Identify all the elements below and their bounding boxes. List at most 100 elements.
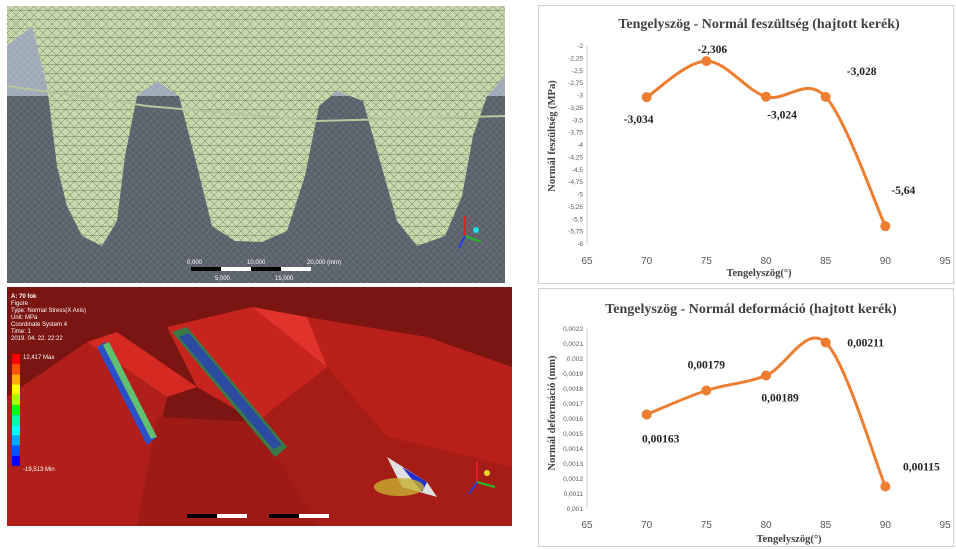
y-tick-label: -5,75 bbox=[568, 229, 583, 236]
y-tick-label: -2,25 bbox=[568, 55, 583, 62]
info-line-2: Type: Normal Stress(X Axis) bbox=[11, 308, 86, 314]
data-point bbox=[641, 92, 652, 103]
series-line bbox=[645, 59, 887, 227]
legend-color-band bbox=[12, 425, 20, 436]
y-tick-label: -5,25 bbox=[568, 204, 583, 211]
x-tick-label: 95 bbox=[939, 520, 951, 531]
scale-label-2: 20,000 (mm) bbox=[307, 260, 341, 266]
info-line-5: Time: 1 bbox=[11, 329, 31, 335]
legend-color-band bbox=[12, 455, 20, 466]
axis-triad-icon bbox=[468, 462, 496, 495]
y-axis-title: Normál feszültség (MPa) bbox=[547, 80, 558, 192]
deformation-chart: Tengelyszög - Normál deformáció (hajtott… bbox=[547, 302, 951, 545]
x-tick-label: 95 bbox=[939, 256, 951, 267]
legend-color-band bbox=[12, 374, 20, 385]
scale-label-1: 10,000 bbox=[247, 260, 266, 266]
legend-color-band bbox=[12, 384, 20, 395]
scale-bar bbox=[187, 514, 329, 518]
y-tick-label: 0,0012 bbox=[563, 476, 583, 483]
y-tick-label: -2 bbox=[577, 43, 583, 50]
x-tick-label: 65 bbox=[581, 520, 593, 531]
y-tick-label: 0,0013 bbox=[563, 461, 583, 468]
x-axis-title: Tengelyszög(°) bbox=[756, 534, 822, 545]
info-line-0: A: 70 fok bbox=[11, 294, 37, 300]
data-label: -3,024 bbox=[767, 110, 797, 122]
x-tick-label: 90 bbox=[880, 256, 892, 267]
data-point bbox=[701, 56, 712, 67]
stress-color-legend bbox=[12, 354, 20, 466]
stress-contour-graphic: A: 70 fok Figure Type: Normal Stress(X A… bbox=[7, 287, 512, 526]
data-label: -5,64 bbox=[891, 185, 915, 197]
y-tick-label: 0,0017 bbox=[563, 401, 583, 408]
x-tick-label: 70 bbox=[641, 256, 653, 267]
y-tick-label: -4,75 bbox=[568, 179, 583, 186]
y-tick-label: 0,0019 bbox=[563, 371, 583, 378]
legend-color-band bbox=[12, 354, 20, 365]
stress-chart-panel: Tengelyszög - Normál feszültség (hajtott… bbox=[538, 5, 954, 284]
y-tick-label: 0,0014 bbox=[563, 446, 583, 453]
plot-area: -2 -2,25 -2,5 -2,75 -3 -3,25 -3,5 -3,75 -4 -4,25 -… bbox=[568, 43, 951, 267]
chart-title: Tengelyszög - Normál deformáció (hajtott… bbox=[605, 302, 897, 317]
stress-contour-view: A: 70 fok Figure Type: Normal Stress(X A… bbox=[7, 287, 512, 526]
legend-color-band bbox=[12, 415, 20, 426]
y-tick-label: 0,001 bbox=[567, 506, 584, 513]
x-tick-label: 65 bbox=[581, 256, 593, 267]
legend-color-band bbox=[12, 445, 20, 456]
y-tick-label: -2,75 bbox=[568, 80, 583, 87]
x-axis-title: Tengelyszög(°) bbox=[726, 268, 792, 279]
data-label: 0,00211 bbox=[847, 338, 884, 350]
legend-color-band bbox=[12, 394, 20, 405]
y-tick-label: 0,0022 bbox=[563, 326, 583, 333]
data-label: 0,00163 bbox=[642, 434, 680, 446]
stress-chart: Tengelyszög - Normál feszültség (hajtott… bbox=[547, 17, 951, 279]
data-point bbox=[820, 337, 831, 348]
x-tick-label: 75 bbox=[701, 520, 713, 531]
plot-area: 0,0022 0,0021 0,002 0,0019 0,0018 0,0017 0,001… bbox=[563, 326, 951, 531]
scale-bar: 0,000 10,000 20,000 (mm) 5,000 15,000 bbox=[187, 260, 341, 282]
x-tick-label: 70 bbox=[641, 520, 653, 531]
x-tick-label: 80 bbox=[760, 520, 772, 531]
data-label: -3,034 bbox=[624, 114, 654, 126]
info-line-1: Figure bbox=[11, 301, 29, 307]
data-point bbox=[880, 221, 891, 232]
deformation-chart-panel: Tengelyszög - Normál deformáció (hajtott… bbox=[538, 288, 954, 547]
data-point bbox=[820, 91, 831, 102]
y-tick-label: -3 bbox=[577, 93, 583, 100]
y-tick-label: -5,5 bbox=[572, 216, 584, 223]
legend-color-band bbox=[12, 404, 20, 416]
y-tick-label: -4,25 bbox=[568, 154, 583, 161]
y-tick-label: -5 bbox=[577, 192, 583, 199]
y-tick-label: 0,002 bbox=[567, 356, 584, 363]
y-tick-label: -2,5 bbox=[572, 68, 584, 75]
data-point bbox=[701, 385, 712, 396]
y-tick-label: -3,5 bbox=[572, 117, 584, 124]
data-label: -3,028 bbox=[847, 66, 877, 78]
data-point bbox=[880, 481, 891, 492]
y-tick-label: -3,75 bbox=[568, 130, 583, 137]
info-line-3: Unit: MPa bbox=[11, 315, 38, 321]
legend-min-label: -19,513 Min bbox=[23, 467, 55, 473]
y-tick-label: 0,0018 bbox=[563, 386, 583, 393]
gear-mesh-graphic: 0,000 10,000 20,000 (mm) 5,000 15,000 bbox=[7, 6, 505, 283]
x-tick-label: 75 bbox=[701, 256, 713, 267]
legend-color-band bbox=[12, 435, 20, 446]
axis-triad-icon bbox=[458, 216, 482, 249]
legend-max-label: 12,417 Max bbox=[23, 355, 54, 361]
y-tick-label: 0,0021 bbox=[563, 341, 583, 348]
chart-title: Tengelyszög - Normál feszültség (hajtott… bbox=[618, 17, 900, 32]
info-line-4: Coordinate System 4 bbox=[11, 322, 68, 328]
series-line bbox=[646, 336, 887, 488]
y-axis-title: Normál deformáció (mm) bbox=[547, 355, 558, 470]
x-tick-label: 85 bbox=[820, 256, 832, 267]
data-point bbox=[761, 91, 771, 102]
y-tick-label: 0,0016 bbox=[563, 416, 583, 423]
y-tick-label: 0,0015 bbox=[563, 431, 583, 438]
x-tick-label: 85 bbox=[820, 520, 832, 531]
x-tick-label: 80 bbox=[760, 256, 772, 267]
scale-label-4: 15,000 bbox=[275, 276, 294, 282]
y-tick-label: -3,25 bbox=[568, 105, 583, 112]
data-label: -2,306 bbox=[697, 44, 727, 56]
y-tick-label: 0,0011 bbox=[564, 491, 584, 498]
y-tick-label: -6 bbox=[577, 241, 583, 248]
legend-color-band bbox=[12, 364, 20, 375]
